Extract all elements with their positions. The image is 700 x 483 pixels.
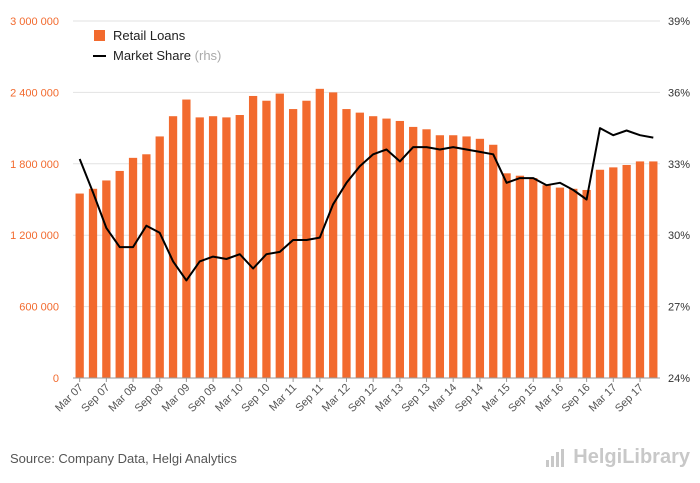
x-tick-label: Mar 15 <box>480 382 513 415</box>
bar <box>542 185 551 378</box>
legend-label-market-share: Market Share (rhs) <box>113 48 221 63</box>
x-tick-label: Mar 16 <box>533 382 566 415</box>
bar <box>262 100 271 378</box>
y-left-tick-label: 3 000 000 <box>10 16 59 28</box>
x-tick-label: Sep 13 <box>400 382 433 415</box>
x-tick-label: Mar 09 <box>160 382 193 415</box>
x-tick-label: Sep 07 <box>79 382 112 415</box>
bar <box>248 95 258 378</box>
bar <box>382 118 391 378</box>
x-tick-label: Mar 14 <box>427 382 460 415</box>
bar <box>329 92 338 379</box>
x-tick-label: Mar 17 <box>587 382 620 415</box>
bar <box>462 136 471 378</box>
bar <box>275 93 284 378</box>
bar <box>395 120 404 379</box>
bar <box>635 161 645 378</box>
bar <box>409 126 418 378</box>
bar <box>142 154 151 378</box>
x-tick-label: Sep 12 <box>346 382 379 415</box>
bar <box>235 115 244 378</box>
x-tick-label: Sep 16 <box>560 382 593 415</box>
bar <box>449 135 458 378</box>
y-left-tick-label: 1 800 000 <box>10 159 59 171</box>
bar <box>569 188 578 378</box>
bar <box>595 169 605 378</box>
bar <box>88 188 98 378</box>
bar <box>529 178 538 378</box>
legend-swatch-retail-loans <box>94 30 105 41</box>
y-left-tick-label: 2 400 000 <box>10 87 59 99</box>
x-tick-label: Sep 15 <box>506 382 539 415</box>
x-tick-label: Mar 13 <box>373 382 406 415</box>
bar <box>555 187 565 378</box>
y-left-tick-label: 0 <box>53 373 59 385</box>
bar <box>515 175 525 378</box>
y-right-tick-label: 24% <box>668 373 690 385</box>
bar <box>102 180 111 378</box>
bar <box>182 99 191 378</box>
y-right-tick-label: 30% <box>668 230 690 242</box>
y-left-tick-label: 1 200 000 <box>10 230 59 242</box>
brand-logo: HelgiLibrary <box>545 446 690 469</box>
x-tick-label: Sep 10 <box>239 382 272 415</box>
library-icon <box>546 448 565 467</box>
x-tick-label: Sep 09 <box>186 382 219 415</box>
bar <box>222 117 231 378</box>
chart: 0 600 000 1 200 000 1 800 000 2 400 000 3 000… <box>10 16 690 415</box>
bar <box>489 144 498 378</box>
x-tick-label: Sep 17 <box>613 382 646 415</box>
bar <box>342 109 351 378</box>
series-line-market-share <box>78 127 654 282</box>
bar <box>369 116 378 378</box>
legend-rhs-note: (rhs) <box>195 48 222 63</box>
bar <box>195 117 204 378</box>
legend-label-retail-loans: Retail Loans <box>113 28 186 43</box>
x-tick-label: Mar 12 <box>320 382 353 415</box>
y-right-tick-label: 36% <box>668 87 690 99</box>
bar <box>582 189 591 378</box>
y-right-tick-label: 39% <box>668 16 690 28</box>
bar <box>649 161 658 378</box>
x-tick-label: Mar 07 <box>53 382 86 415</box>
bar <box>422 129 431 378</box>
x-tick-label: Mar 10 <box>213 382 246 415</box>
y-left-tick-label: 600 000 <box>19 302 59 314</box>
x-tick-label: Mar 08 <box>106 382 139 415</box>
bar <box>115 170 124 378</box>
y-right-tick-label: 27% <box>668 302 690 314</box>
bar <box>475 138 485 378</box>
bar <box>168 116 178 378</box>
bar <box>75 193 84 378</box>
x-tick-label: Sep 08 <box>133 382 166 415</box>
bar <box>315 88 324 378</box>
bar <box>502 173 511 378</box>
x-tick-label: Sep 11 <box>293 382 326 415</box>
bar <box>155 136 164 378</box>
source-note: Source: Company Data, Helgi Analytics <box>10 451 237 466</box>
x-tick-label: Sep 14 <box>453 382 486 415</box>
bar <box>208 116 218 378</box>
bar <box>609 167 618 378</box>
y-right-tick-label: 33% <box>668 159 690 171</box>
brand-name: HelgiLibrary <box>573 446 690 468</box>
bar <box>128 157 138 378</box>
bar <box>435 135 445 378</box>
x-tick-label: Mar 11 <box>267 382 299 414</box>
bar <box>288 109 298 378</box>
bar <box>622 164 631 378</box>
bar <box>355 112 364 378</box>
